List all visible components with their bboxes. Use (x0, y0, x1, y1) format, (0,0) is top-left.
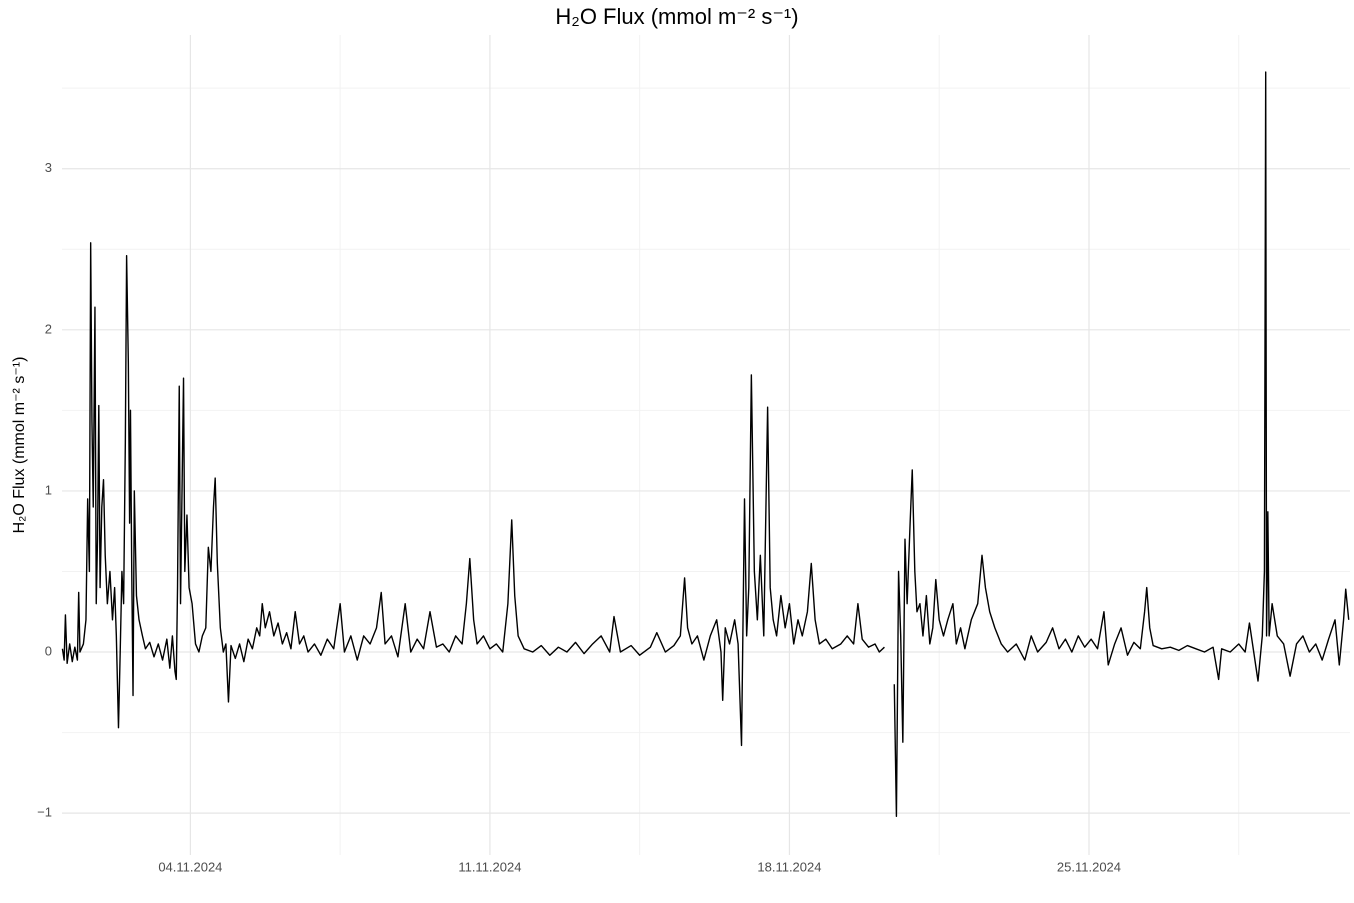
x-tick-label: 25.11.2024 (1057, 859, 1121, 874)
y-tick-label: 3 (45, 160, 52, 175)
y-tick-label: 2 (45, 321, 52, 336)
y-tick-label: 1 (45, 482, 52, 497)
y-tick-label: 0 (45, 643, 52, 658)
x-tick-label: 18.11.2024 (757, 859, 821, 874)
data-line (61, 71, 1350, 818)
y-axis-label: H₂O Flux (mmol m⁻² s⁻¹) (11, 357, 28, 534)
y-tick-label: −1 (37, 805, 52, 820)
x-tick-label: 04.11.2024 (158, 859, 222, 874)
chart-title: H₂O Flux (mmol m⁻² s⁻¹) (555, 4, 798, 29)
x-tick-label: 11.11.2024 (458, 859, 521, 874)
